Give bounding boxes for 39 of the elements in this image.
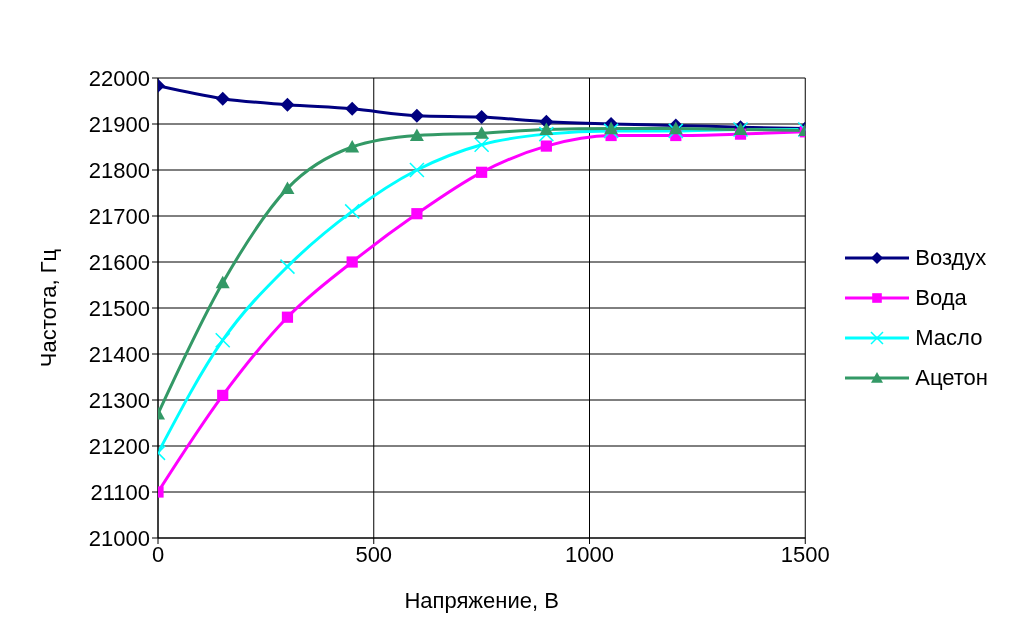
point	[409, 108, 424, 123]
point	[411, 208, 423, 220]
y-tick-label: 21900	[88, 111, 150, 137]
point	[280, 181, 295, 194]
legend-label: Ацетон	[915, 365, 988, 391]
legend-label: Вода	[915, 285, 967, 311]
point	[604, 121, 619, 135]
point	[345, 140, 360, 153]
point	[215, 91, 230, 106]
y-axis-title: Частота, Гц	[35, 248, 61, 368]
point	[345, 101, 360, 116]
point	[476, 166, 488, 178]
y-tick-label: 21500	[88, 295, 150, 321]
point	[474, 110, 489, 125]
point	[409, 128, 424, 142]
x-tick-label: 500	[355, 541, 393, 567]
y-tick-label: 21200	[88, 433, 150, 459]
y-tick-label: 21700	[88, 203, 150, 229]
y-tick-label: 21800	[88, 157, 150, 183]
x-tick-label: 0	[151, 541, 165, 567]
y-tick-label: 21100	[90, 479, 150, 505]
point	[215, 275, 230, 289]
y-tick-label: 21400	[88, 341, 150, 367]
y-tick-label: 22000	[88, 65, 150, 91]
point	[280, 97, 295, 112]
y-tick-label: 21000	[88, 525, 150, 551]
point	[539, 122, 554, 136]
x-tick-label: 1500	[780, 541, 830, 567]
legend-label: Воздух	[915, 245, 987, 271]
point	[474, 126, 489, 139]
y-tick-label: 21300	[88, 387, 150, 413]
point	[217, 389, 229, 401]
x-axis-title: Напряжение, В	[404, 588, 559, 613]
y-tick-label: 21600	[88, 249, 150, 275]
point	[540, 140, 552, 152]
legend-label: Масло	[915, 325, 983, 351]
point	[346, 256, 358, 268]
x-tick-label: 1000	[565, 541, 614, 567]
point	[281, 311, 294, 323]
